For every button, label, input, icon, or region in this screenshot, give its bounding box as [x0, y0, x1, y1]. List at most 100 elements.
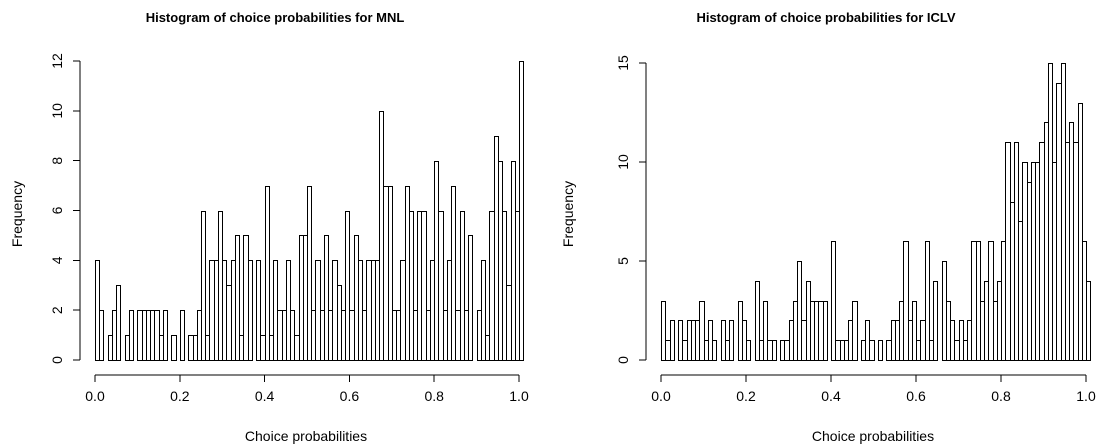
y-tick-label: 5 [615, 257, 631, 265]
histogram-bar [95, 260, 100, 361]
histogram-bar [920, 320, 926, 361]
histogram-bar [963, 340, 968, 361]
histogram-bar [878, 340, 883, 361]
histogram-bar [814, 301, 819, 361]
histogram-bar [1086, 281, 1091, 361]
histogram-bar [1082, 241, 1087, 361]
histogram-bar [426, 310, 431, 361]
histogram-bar [307, 186, 312, 361]
y-tick-label: 2 [49, 306, 65, 314]
histogram-bar [729, 320, 734, 361]
histogram-bar [954, 340, 960, 361]
histogram-bar [976, 241, 981, 361]
chart-title: Histogram of choice probabilities for MN… [146, 10, 405, 25]
histogram-bar [1065, 142, 1070, 361]
histogram-bar [929, 340, 934, 361]
histogram-bar [895, 320, 900, 361]
x-axis: 0.0 0.2 0.4 0.6 0.8 1.0 [85, 374, 529, 404]
histogram-bar [142, 310, 147, 361]
histogram-bar [1061, 63, 1066, 361]
y-tick-label: 15 [615, 55, 631, 71]
histogram-bar [311, 310, 316, 361]
y-axis-label: Frequency [560, 181, 576, 247]
histogram-bar [1052, 162, 1057, 361]
histogram-bar [392, 310, 397, 361]
histogram-bar [171, 335, 177, 361]
histogram-bar [1039, 142, 1045, 361]
histogram-bar [708, 320, 713, 361]
histogram-bar [704, 340, 709, 361]
histogram-bar [506, 285, 512, 361]
histogram-bar [299, 235, 304, 361]
histogram-bar [959, 320, 964, 361]
histogram-bar [691, 320, 696, 361]
histogram-bar [265, 186, 270, 361]
histogram-bar [840, 340, 845, 361]
histogram-bar [801, 320, 807, 361]
y-axis: 0 2 4 6 8 10 12 [49, 53, 81, 364]
x-tick-label: 1.0 [1076, 388, 1096, 404]
histogram-bar [303, 235, 308, 361]
histogram-bar [835, 340, 841, 361]
histogram-bar [286, 260, 291, 361]
histogram-bar [315, 260, 321, 361]
histogram-bar [324, 235, 329, 361]
histogram-bar [188, 335, 194, 361]
histogram-iclv-svg: Histogram of choice probabilities for IC… [560, 10, 1096, 444]
histogram-bar [396, 310, 401, 361]
histogram-bar [159, 335, 164, 361]
bars-group [95, 61, 524, 361]
histogram-bar [746, 340, 751, 361]
histogram-bar [818, 301, 824, 361]
histogram-bar [1031, 162, 1036, 361]
histogram-bar [447, 260, 452, 361]
histogram-bar [1048, 63, 1053, 361]
histogram-bar [154, 310, 160, 361]
histogram-bar [438, 211, 444, 361]
histogram-bar [239, 335, 244, 361]
histogram-bar [515, 211, 520, 361]
histogram-bar [108, 335, 113, 361]
histogram-bar [235, 235, 240, 361]
histogram-bar [908, 320, 913, 361]
histogram-bar [129, 310, 134, 361]
histogram-panel-iclv: Histogram of choice probabilities for IC… [551, 0, 1101, 446]
histogram-bar [231, 260, 236, 361]
histogram-bar [933, 281, 938, 361]
histogram-bar [519, 61, 524, 361]
histogram-bar [670, 320, 675, 361]
histogram-bar [942, 261, 947, 361]
histogram-bar [464, 310, 469, 361]
histogram-bar [810, 301, 815, 361]
histogram-bar [214, 260, 219, 361]
histogram-bar [780, 340, 785, 361]
histogram-bar [869, 340, 875, 361]
histogram-bar [477, 310, 482, 361]
histogram-bar [993, 301, 998, 361]
y-tick-label: 8 [49, 157, 65, 165]
histogram-bar [273, 260, 278, 361]
x-tick-label: 0.8 [991, 388, 1011, 404]
x-tick-label: 0.6 [906, 388, 926, 404]
histogram-bar [886, 340, 892, 361]
histogram-bar [1022, 162, 1028, 361]
histogram-bar [379, 111, 384, 361]
histogram-bar [946, 301, 951, 361]
histogram-bar [388, 186, 393, 361]
x-tick-label: 0.4 [255, 388, 275, 404]
histogram-bar [784, 340, 790, 361]
histogram-bar [455, 310, 461, 361]
histogram-bar [197, 310, 202, 361]
histogram-bar [243, 235, 249, 361]
x-tick-label: 0.4 [821, 388, 841, 404]
histogram-bar [738, 301, 743, 361]
histogram-bar [742, 320, 747, 361]
histogram-bar [337, 285, 342, 361]
histogram-bar [1005, 142, 1011, 361]
y-tick-label: 4 [49, 256, 65, 264]
y-tick-label: 0 [615, 356, 631, 364]
histogram-bar [665, 340, 671, 361]
histogram-bar [848, 320, 853, 361]
histogram-bar [844, 340, 849, 361]
histogram-bar [806, 281, 811, 361]
